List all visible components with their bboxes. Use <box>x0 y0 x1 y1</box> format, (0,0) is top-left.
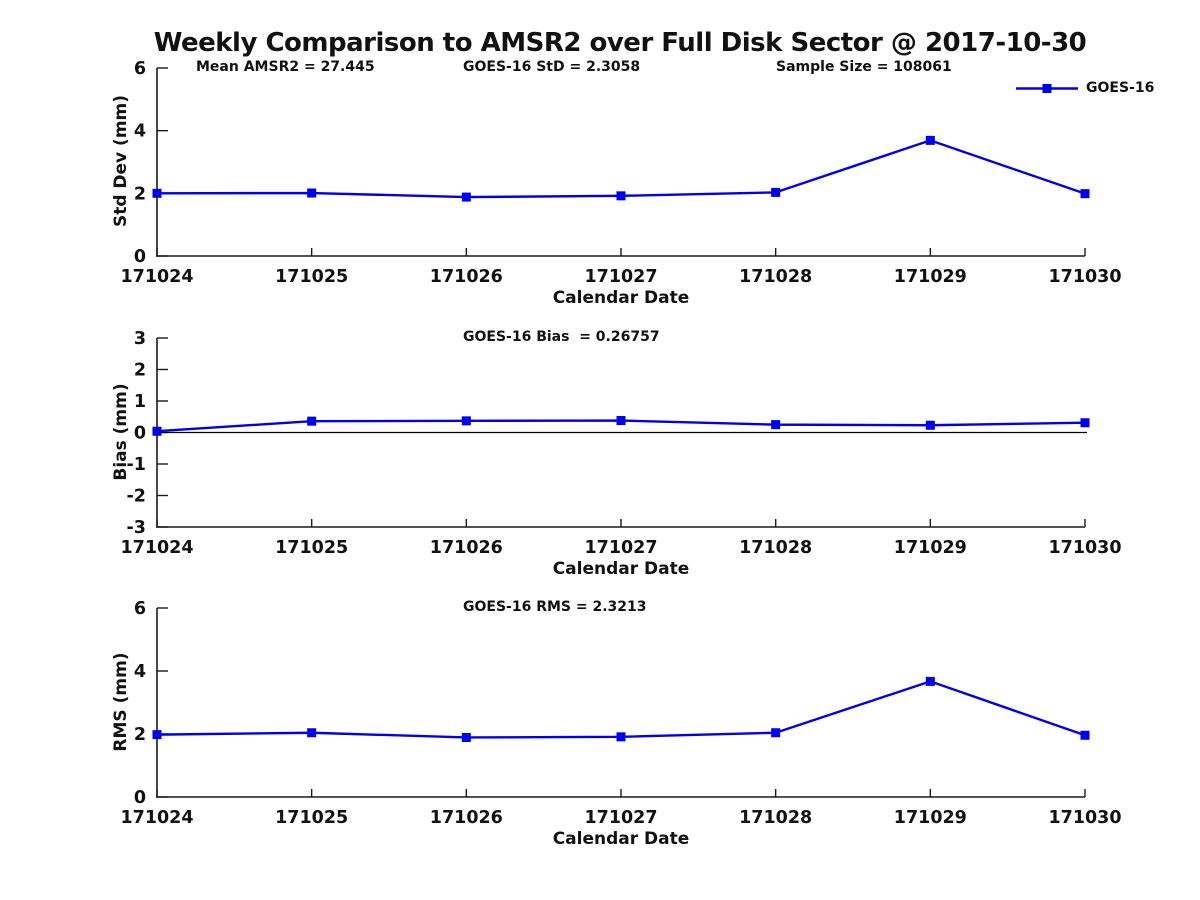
data-point-marker <box>152 730 162 740</box>
data-point-marker <box>1080 189 1090 199</box>
x-tick-label: 171026 <box>430 808 503 828</box>
y-tick-label: 4 <box>134 662 146 682</box>
y-tick-label: 2 <box>134 361 146 381</box>
data-point-marker <box>461 192 471 202</box>
x-tick-label: 171024 <box>120 267 193 287</box>
y-tick-label: 4 <box>134 122 146 142</box>
y-tick-label: 6 <box>134 59 146 79</box>
x-tick-label: 171028 <box>739 267 812 287</box>
legend: GOES-16 <box>1016 80 1154 96</box>
data-point-marker <box>771 728 781 738</box>
y-tick-label: 3 <box>134 329 146 349</box>
data-point-marker <box>771 420 781 430</box>
y-tick-label: -1 <box>127 455 146 475</box>
x-tick-label: 171025 <box>275 267 348 287</box>
y-tick-label: 2 <box>134 725 146 745</box>
x-tick-label: 171025 <box>275 538 348 558</box>
x-axis-label-3: Calendar Date <box>552 829 690 849</box>
data-point-marker <box>925 420 935 430</box>
x-tick-label: 171028 <box>739 538 812 558</box>
x-axis-label-1: Calendar Date <box>552 288 690 308</box>
annotation-mean-amsr2: Mean AMSR2 = 27.445 <box>196 59 375 75</box>
x-tick-label: 171024 <box>120 808 193 828</box>
data-point-marker <box>1080 418 1090 428</box>
data-point-marker <box>616 191 626 201</box>
data-point-marker <box>307 188 317 198</box>
x-tick-label: 171029 <box>894 538 967 558</box>
data-point-marker <box>1080 730 1090 740</box>
x-tick-label: 171027 <box>584 538 657 558</box>
x-axis-label-2: Calendar Date <box>552 559 690 579</box>
x-tick-label: 171025 <box>275 808 348 828</box>
x-tick-label: 171029 <box>894 808 967 828</box>
chart-title: Weekly Comparison to AMSR2 over Full Dis… <box>153 28 1087 58</box>
y-tick-label: 0 <box>134 247 146 267</box>
data-point-marker <box>307 416 317 426</box>
x-tick-label: 171027 <box>584 808 657 828</box>
x-tick-label: 171030 <box>1048 808 1121 828</box>
legend-line-marker-icon <box>1016 83 1078 93</box>
y-tick-label: 1 <box>134 392 146 412</box>
annotation-goes16-bias: GOES-16 Bias = 0.26757 <box>463 329 660 345</box>
data-point-marker <box>925 135 935 145</box>
data-point-marker <box>152 188 162 198</box>
data-point-marker <box>925 676 935 686</box>
data-point-marker <box>616 416 626 426</box>
x-tick-label: 171024 <box>120 538 193 558</box>
data-point-marker <box>152 426 162 436</box>
y-tick-label: 2 <box>134 184 146 204</box>
data-point-marker <box>461 732 471 742</box>
legend-series-label: GOES-16 <box>1086 80 1155 96</box>
annotation-sample-size: Sample Size = 108061 <box>776 59 952 75</box>
annotation-goes16-std: GOES-16 StD = 2.3058 <box>463 59 641 75</box>
x-tick-label: 171029 <box>894 267 967 287</box>
annotation-goes16-rms: GOES-16 RMS = 2.3213 <box>463 599 647 615</box>
y-tick-label: -3 <box>127 518 146 538</box>
y-tick-label: 0 <box>134 788 146 808</box>
y-axis-label-std-dev: Std Dev (mm) <box>111 94 131 228</box>
y-axis-label-rms: RMS (mm) <box>111 652 131 752</box>
data-point-marker <box>771 187 781 197</box>
y-tick-label: 6 <box>134 599 146 619</box>
data-point-marker <box>616 732 626 742</box>
data-point-marker <box>307 728 317 738</box>
series-line <box>156 680 1086 739</box>
x-tick-label: 171027 <box>584 267 657 287</box>
x-tick-label: 171030 <box>1048 538 1121 558</box>
y-tick-label: 0 <box>134 424 146 444</box>
x-tick-label: 171026 <box>430 267 503 287</box>
series-line <box>156 139 1086 199</box>
y-axis-label-bias: Bias (mm) <box>111 383 131 481</box>
x-tick-label: 171028 <box>739 808 812 828</box>
x-tick-label: 171026 <box>430 538 503 558</box>
y-tick-label: -2 <box>127 487 146 507</box>
x-tick-label: 171030 <box>1048 267 1121 287</box>
data-point-marker <box>461 416 471 426</box>
